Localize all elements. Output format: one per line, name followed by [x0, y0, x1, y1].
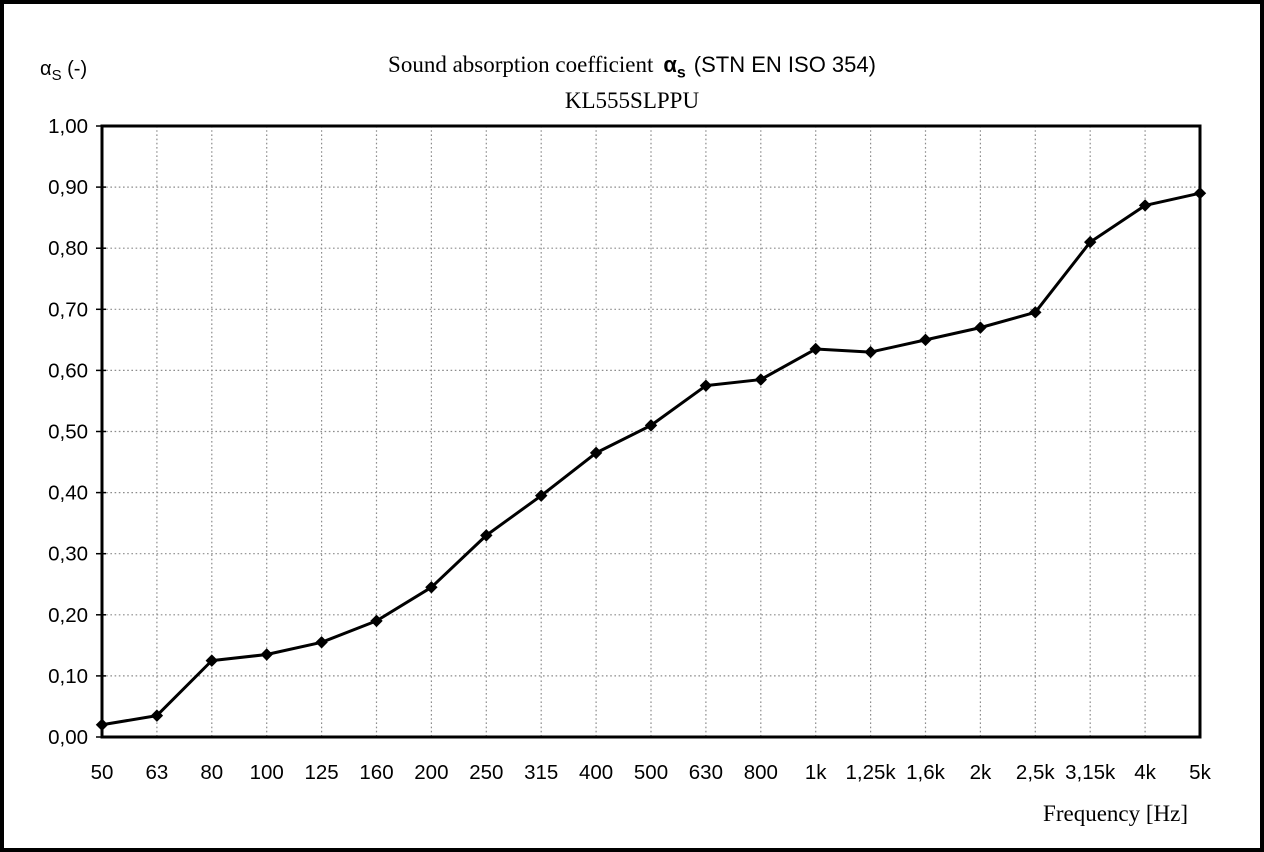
x-tick-label: 160 — [359, 761, 393, 784]
x-tick-label: 5k — [1189, 761, 1211, 784]
y-tick-label: 0,90 — [48, 176, 88, 199]
data-point-marker — [589, 446, 603, 460]
x-tick-label: 80 — [200, 761, 223, 784]
alpha-symbol: α — [663, 52, 677, 77]
x-tick-label: 315 — [524, 761, 558, 784]
y-tick-label: 0,50 — [48, 421, 88, 444]
y-tick-label: 0,80 — [48, 237, 88, 260]
x-tick-label: 2k — [970, 761, 992, 784]
x-tick-label: 63 — [145, 761, 168, 784]
y-tick-label: 0,20 — [48, 604, 88, 627]
y-axis-unit-label: αS (-) — [40, 58, 87, 84]
y-tick-label: 0,30 — [48, 543, 88, 566]
x-tick-label: 100 — [250, 761, 284, 784]
y-tick-label: 0,70 — [48, 298, 88, 321]
x-tick-label: 2,5k — [1016, 761, 1055, 784]
x-tick-label: 500 — [634, 761, 668, 784]
chart-title-standard: (STN EN ISO 354) — [693, 52, 876, 77]
data-point-marker — [919, 333, 932, 347]
y-tick-label: 0,60 — [48, 359, 88, 382]
data-point-marker — [370, 614, 383, 628]
y-tick-label: 0,00 — [48, 726, 88, 749]
chart-title-text: Sound absorption coefficient — [388, 52, 654, 77]
data-point-marker — [974, 321, 987, 334]
data-point-marker — [425, 581, 438, 594]
x-tick-label: 1,25k — [846, 761, 897, 784]
x-tick-label: 630 — [689, 761, 723, 784]
x-tick-label: 4k — [1134, 761, 1156, 784]
x-tick-label: 200 — [414, 761, 448, 784]
x-tick-label: 1k — [805, 761, 827, 784]
data-point-marker — [864, 345, 877, 359]
data-point-marker — [1193, 187, 1207, 200]
alpha-subscript: S — [51, 67, 62, 84]
x-tick-label: 125 — [304, 761, 338, 784]
data-point-marker — [260, 648, 273, 661]
x-tick-label: 1,6k — [906, 761, 945, 784]
data-point-marker — [95, 718, 109, 731]
data-point-marker — [699, 379, 713, 392]
x-axis-label: Frequency [Hz] — [1043, 801, 1188, 826]
alpha-subscript: s — [676, 64, 686, 82]
chart-title: Sound absorption coefficient αs (STN EN IS… — [4, 52, 1260, 86]
data-point-marker — [644, 419, 658, 432]
x-tick-label: 400 — [579, 761, 613, 784]
data-point-marker — [534, 489, 548, 502]
data-point-marker — [480, 529, 493, 542]
data-point-marker — [1083, 235, 1097, 249]
alpha-symbol: α — [40, 58, 52, 80]
data-point-marker — [205, 654, 219, 667]
data-point-marker — [754, 373, 768, 386]
data-point-marker — [150, 709, 164, 722]
plot-frame — [100, 124, 1202, 739]
data-point-marker — [1138, 199, 1152, 212]
data-point-marker — [809, 342, 822, 356]
x-tick-label: 800 — [744, 761, 778, 784]
chart-subtitle: KL555SLPPU — [564, 88, 700, 113]
absorption-line-chart: 0,00 0,10 0,20 0,30 0,40 0,50 0,60 0,70 0,80 0,90… — [48, 115, 1211, 784]
data-point-marker — [315, 636, 328, 649]
y-tick-label: 1,00 — [48, 115, 88, 138]
x-tick-label: 250 — [469, 761, 503, 784]
data-point-marker — [1029, 306, 1042, 319]
x-tick-label: 3,15k — [1065, 761, 1116, 784]
y-tick-label: 0,10 — [48, 665, 88, 688]
x-tick-label: 50 — [91, 761, 114, 784]
chart-title-alpha: αs — [663, 52, 685, 81]
y-axis-unit-text: (-) — [67, 58, 88, 80]
y-tick-label: 0,40 — [48, 482, 88, 505]
